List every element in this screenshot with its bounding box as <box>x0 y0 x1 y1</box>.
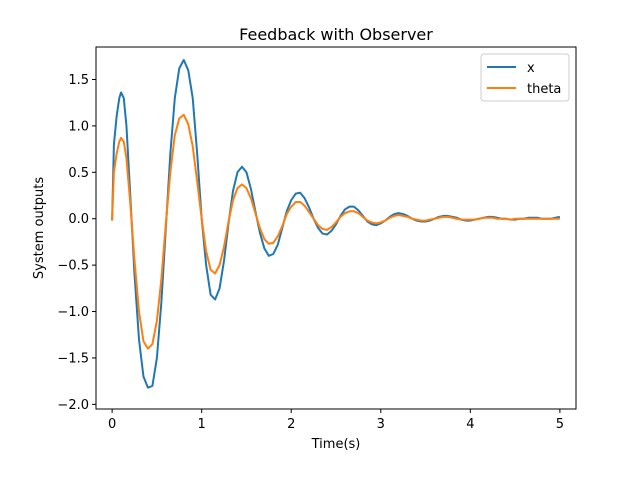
y-axis-label: System outputs <box>32 177 47 279</box>
x-axis-label: Time(s) <box>311 437 361 452</box>
legend-label-x: x <box>527 61 535 76</box>
tick-group: 0 1 2 3 4 5 −2.0 −1.5 −1.0 −0.5 0.0 0.5 1.0 1.5 <box>57 73 564 432</box>
y-tick-label: 1.5 <box>68 73 89 88</box>
x-tick-label: 0 <box>108 417 116 432</box>
chart-title: Feedback with Observer <box>239 25 433 44</box>
y-tick-label: −2.0 <box>57 398 89 413</box>
y-tick-label: −1.5 <box>57 351 89 366</box>
x-tick-label: 1 <box>198 417 206 432</box>
y-tick-label: 0.0 <box>68 212 89 227</box>
legend-box <box>480 53 570 102</box>
y-tick-label: 0.5 <box>68 166 89 181</box>
legend: x theta <box>480 53 570 102</box>
y-tick-label: 1.0 <box>68 119 89 134</box>
legend-label-theta: theta <box>527 82 561 97</box>
x-tick-label: 5 <box>556 417 564 432</box>
x-tick-label: 2 <box>287 417 295 432</box>
y-tick-label: −1.0 <box>57 305 89 320</box>
plot-area <box>111 58 561 389</box>
x-tick-label: 4 <box>466 417 474 432</box>
series-line-theta <box>111 113 560 350</box>
x-tick-label: 3 <box>377 417 385 432</box>
y-tick-label: −0.5 <box>57 259 89 274</box>
axes-frame <box>95 46 577 410</box>
